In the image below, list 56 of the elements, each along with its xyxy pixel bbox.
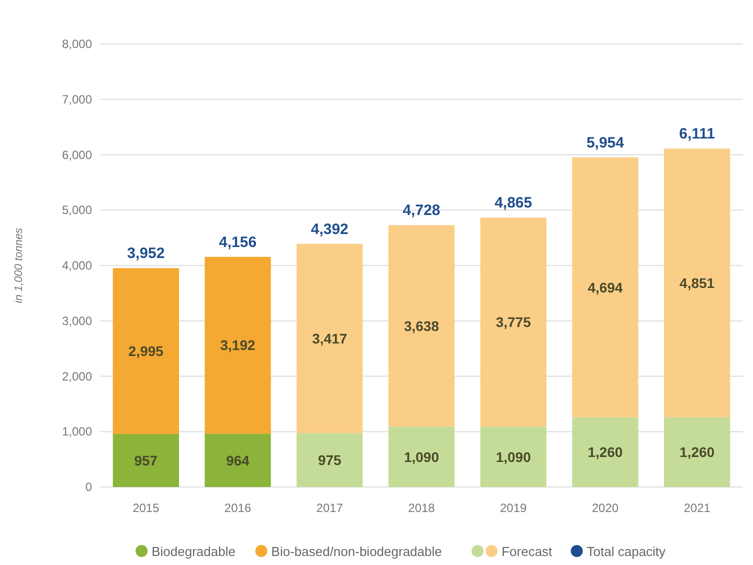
data-label: 1,090 [496,448,532,465]
bar [572,417,638,487]
bar [204,434,271,487]
total-label: 6,111 [679,126,716,143]
bar [112,268,179,434]
x-tick-label: 2018 [408,501,436,515]
total-label: 3,952 [127,245,165,262]
y-tick-label: 8,000 [62,37,92,51]
legend-label: Forecast [502,544,553,559]
bar [112,434,179,487]
data-label: 3,417 [312,330,348,346]
bar [572,157,638,418]
data-label: 3,775 [496,314,532,330]
y-tick-label: 6,000 [62,148,92,162]
data-label: 957 [134,452,158,469]
bar [296,244,363,434]
x-tick-label: 2021 [684,501,711,515]
x-tick-label: 2019 [500,501,528,515]
bar [204,256,271,434]
bar [664,417,730,487]
x-tick-label: 2020 [592,501,619,515]
legend-label: Bio-based/non-biodegradable [271,544,442,559]
data-label: 3,192 [220,337,256,354]
x-tick-label: 2016 [224,501,252,515]
bar [388,426,455,487]
y-tick-label: 2,000 [62,369,92,384]
legend-label: Biodegradable [152,544,236,559]
x-tick-label: 2017 [316,501,344,515]
legend-label: Total capacity [586,544,666,559]
data-label: 964 [226,452,250,468]
y-tick-label: 4,000 [62,258,92,272]
data-label: 975 [318,452,342,468]
y-tick-label: 3,000 [62,314,92,328]
data-label: 1,260 [680,444,715,460]
y-tick-label: 1,000 [62,424,92,439]
y-tick-label: 5,000 [62,203,92,218]
data-label: 2,995 [128,343,164,360]
data-label: 4,694 [588,279,623,296]
bar [664,148,730,418]
total-label: 4,156 [219,234,257,251]
data-label: 3,638 [404,318,440,334]
y-axis-title: in 1,000 tonnes [13,227,25,304]
x-tick-label: 2015 [132,501,160,515]
total-label: 4,865 [494,194,532,212]
bar [480,426,546,487]
y-tick-label: 7,000 [62,92,92,106]
data-label: 1,260 [588,444,623,460]
bar [480,218,546,427]
data-label: 1,090 [404,448,440,465]
total-label: 5,954 [586,134,625,152]
total-label: 4,728 [402,202,440,220]
total-label: 4,392 [310,220,348,238]
data-label: 4,851 [680,274,715,291]
bar [296,433,363,487]
bar [388,225,455,427]
y-tick-label: 0 [85,480,92,494]
